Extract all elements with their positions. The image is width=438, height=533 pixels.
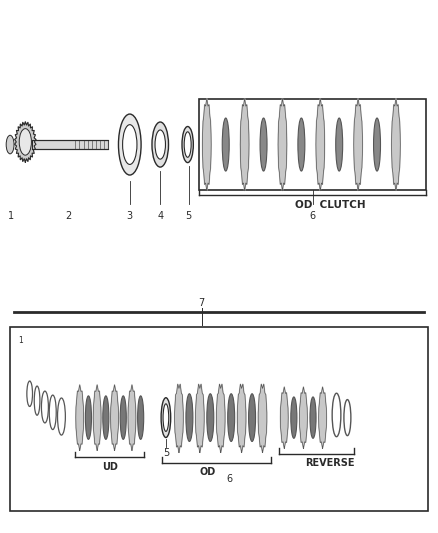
Ellipse shape bbox=[19, 128, 32, 155]
Text: 4: 4 bbox=[157, 211, 163, 221]
Ellipse shape bbox=[161, 398, 171, 438]
Ellipse shape bbox=[103, 396, 109, 439]
Text: 5: 5 bbox=[185, 211, 192, 221]
Ellipse shape bbox=[6, 135, 14, 154]
Polygon shape bbox=[280, 387, 288, 448]
Ellipse shape bbox=[152, 122, 169, 167]
Text: 7: 7 bbox=[198, 298, 205, 308]
Text: UD: UD bbox=[102, 462, 118, 472]
FancyBboxPatch shape bbox=[32, 140, 108, 149]
Ellipse shape bbox=[291, 397, 297, 438]
Ellipse shape bbox=[138, 396, 144, 439]
Polygon shape bbox=[202, 99, 211, 191]
Ellipse shape bbox=[260, 118, 267, 171]
Ellipse shape bbox=[222, 118, 229, 171]
Text: 1: 1 bbox=[8, 211, 14, 221]
Text: 6: 6 bbox=[310, 211, 316, 221]
Ellipse shape bbox=[374, 118, 381, 171]
Ellipse shape bbox=[120, 396, 126, 439]
Text: 5: 5 bbox=[163, 448, 169, 458]
Text: 3: 3 bbox=[127, 211, 133, 221]
Ellipse shape bbox=[182, 126, 193, 163]
Polygon shape bbox=[195, 384, 204, 453]
Text: 6: 6 bbox=[226, 474, 233, 484]
FancyBboxPatch shape bbox=[199, 100, 426, 190]
Polygon shape bbox=[237, 384, 246, 453]
Polygon shape bbox=[14, 122, 36, 162]
Ellipse shape bbox=[228, 394, 235, 441]
Ellipse shape bbox=[163, 404, 169, 431]
FancyBboxPatch shape bbox=[10, 327, 428, 512]
Polygon shape bbox=[175, 384, 183, 453]
Polygon shape bbox=[240, 99, 249, 191]
Ellipse shape bbox=[123, 125, 137, 165]
Ellipse shape bbox=[249, 394, 255, 441]
Ellipse shape bbox=[118, 114, 141, 175]
Ellipse shape bbox=[207, 394, 214, 441]
Polygon shape bbox=[392, 99, 400, 191]
Ellipse shape bbox=[85, 396, 92, 439]
Polygon shape bbox=[76, 385, 84, 450]
Ellipse shape bbox=[184, 132, 191, 157]
Polygon shape bbox=[319, 387, 326, 448]
Polygon shape bbox=[316, 99, 325, 191]
Polygon shape bbox=[216, 384, 225, 453]
Polygon shape bbox=[278, 99, 287, 191]
Polygon shape bbox=[111, 385, 118, 450]
Ellipse shape bbox=[298, 118, 305, 171]
Text: 1: 1 bbox=[18, 336, 23, 345]
Ellipse shape bbox=[336, 118, 343, 171]
Polygon shape bbox=[354, 99, 363, 191]
Polygon shape bbox=[300, 387, 307, 448]
Polygon shape bbox=[128, 385, 136, 450]
Text: OD: OD bbox=[200, 467, 216, 477]
Ellipse shape bbox=[155, 130, 166, 159]
Text: 2: 2 bbox=[66, 211, 72, 221]
Text: OD  CLUTCH: OD CLUTCH bbox=[295, 200, 365, 210]
Text: REVERSE: REVERSE bbox=[305, 458, 354, 468]
Polygon shape bbox=[258, 384, 267, 453]
Polygon shape bbox=[93, 385, 101, 450]
Ellipse shape bbox=[186, 394, 193, 441]
Ellipse shape bbox=[310, 397, 316, 438]
